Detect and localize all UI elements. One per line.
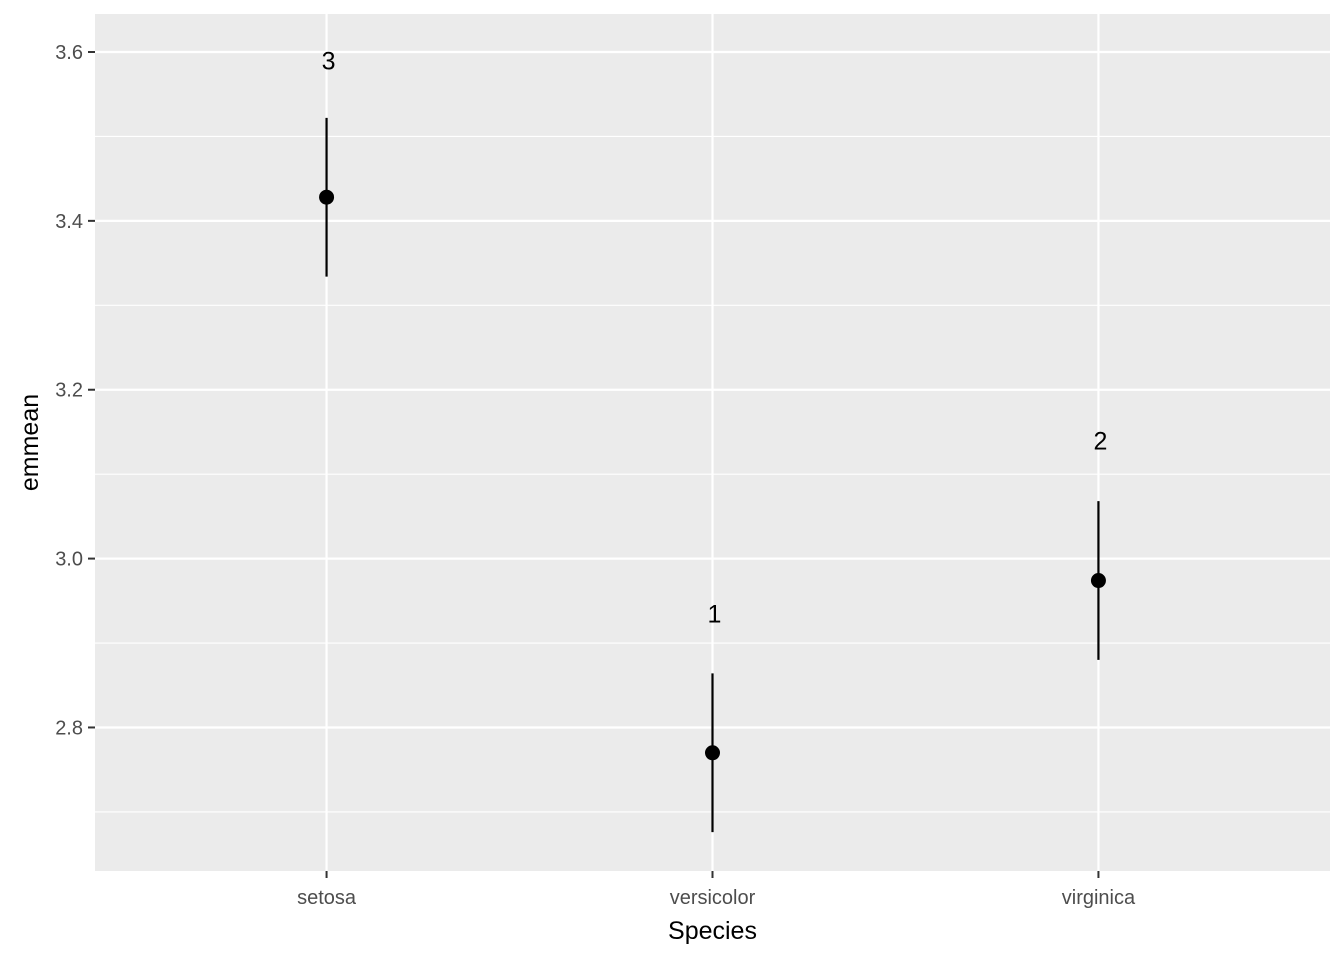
x-tick-label: setosa — [297, 887, 357, 909]
y-tick-label: 3.4 — [55, 211, 83, 233]
point-label: 3 — [322, 47, 336, 75]
x-axis: setosa versicolor virginica — [297, 871, 1136, 909]
y-tick-label: 2.8 — [55, 717, 83, 739]
y-tick-label: 3.0 — [55, 549, 83, 571]
x-tick-label: versicolor — [670, 887, 756, 909]
y-axis: 2.8 3.0 3.2 3.4 3.6 — [55, 42, 95, 739]
data-points — [319, 189, 1106, 761]
point-labels: 3 1 2 — [322, 47, 1108, 628]
data-point — [705, 745, 720, 761]
point-label: 2 — [1093, 427, 1107, 455]
x-tick-label: virginica — [1062, 887, 1136, 909]
point-label: 1 — [708, 600, 722, 628]
data-point — [1090, 573, 1106, 589]
y-axis-title: emmean — [16, 394, 44, 491]
x-axis-title: Species — [668, 917, 757, 945]
y-tick-label: 3.2 — [55, 380, 83, 402]
y-tick-label: 3.6 — [55, 42, 83, 64]
data-point — [319, 189, 335, 205]
